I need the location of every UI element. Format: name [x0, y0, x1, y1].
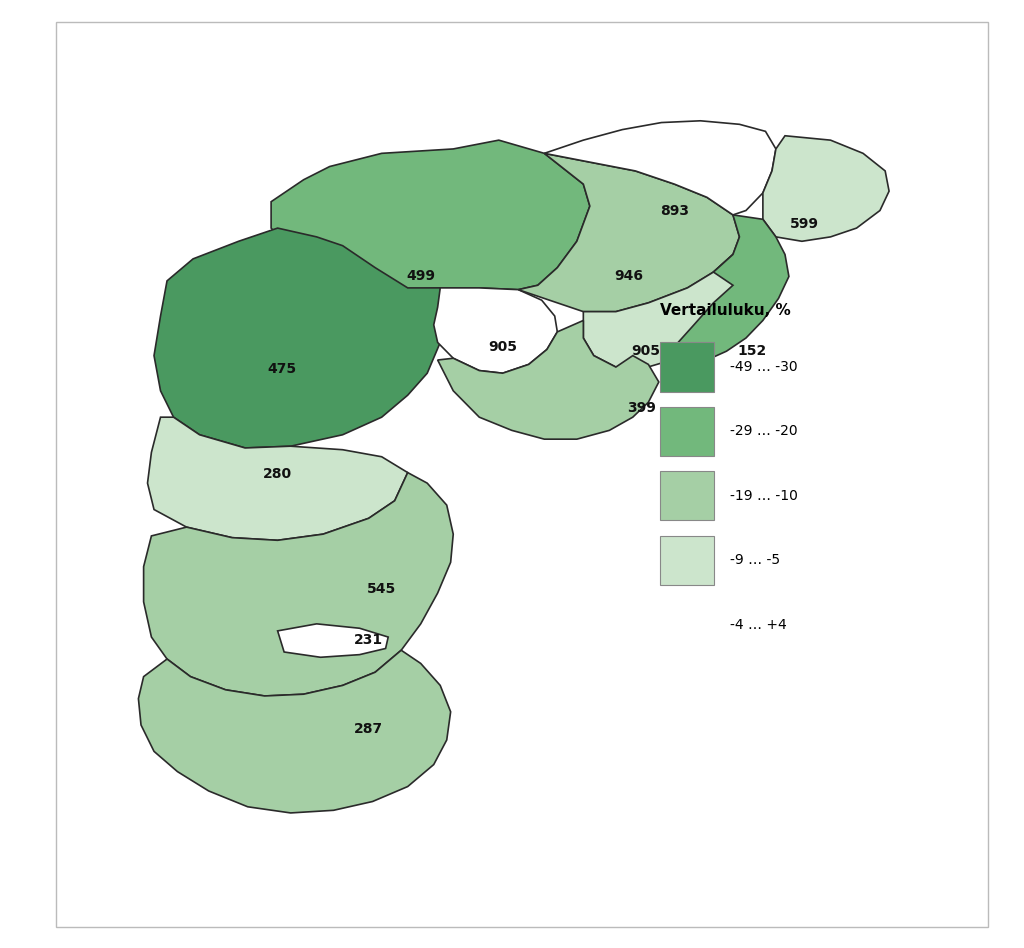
Text: 280: 280	[263, 467, 292, 482]
Text: -49 … -30: -49 … -30	[730, 360, 798, 374]
Text: 475: 475	[267, 362, 296, 375]
Text: -29 … -20: -29 … -20	[730, 425, 798, 438]
Text: 287: 287	[354, 722, 383, 737]
Polygon shape	[147, 417, 408, 540]
Polygon shape	[278, 624, 388, 657]
Text: 905: 905	[631, 344, 660, 358]
Text: 399: 399	[628, 401, 656, 415]
Bar	[660, 536, 714, 585]
Text: Vertailuluku, %: Vertailuluku, %	[660, 302, 792, 318]
Text: 599: 599	[790, 217, 819, 230]
Bar	[660, 600, 714, 649]
Text: -4 … +4: -4 … +4	[730, 618, 786, 631]
Polygon shape	[154, 228, 446, 448]
Polygon shape	[518, 154, 739, 312]
Bar	[660, 471, 714, 520]
Text: 545: 545	[367, 582, 396, 595]
Bar	[660, 407, 714, 456]
Polygon shape	[271, 140, 590, 290]
Polygon shape	[143, 473, 454, 696]
Text: 893: 893	[659, 204, 689, 217]
Polygon shape	[138, 650, 451, 813]
Text: -19 … -10: -19 … -10	[730, 489, 798, 502]
Text: 152: 152	[738, 344, 767, 358]
Polygon shape	[434, 288, 557, 374]
Polygon shape	[437, 320, 658, 439]
Polygon shape	[763, 136, 889, 242]
Bar	[660, 342, 714, 392]
Polygon shape	[545, 120, 776, 215]
Text: 905: 905	[488, 339, 517, 354]
Text: -9 … -5: -9 … -5	[730, 554, 780, 567]
Polygon shape	[672, 215, 788, 360]
Text: 499: 499	[407, 269, 435, 283]
Polygon shape	[584, 254, 739, 369]
Text: 231: 231	[354, 632, 383, 647]
Text: 946: 946	[614, 269, 643, 283]
